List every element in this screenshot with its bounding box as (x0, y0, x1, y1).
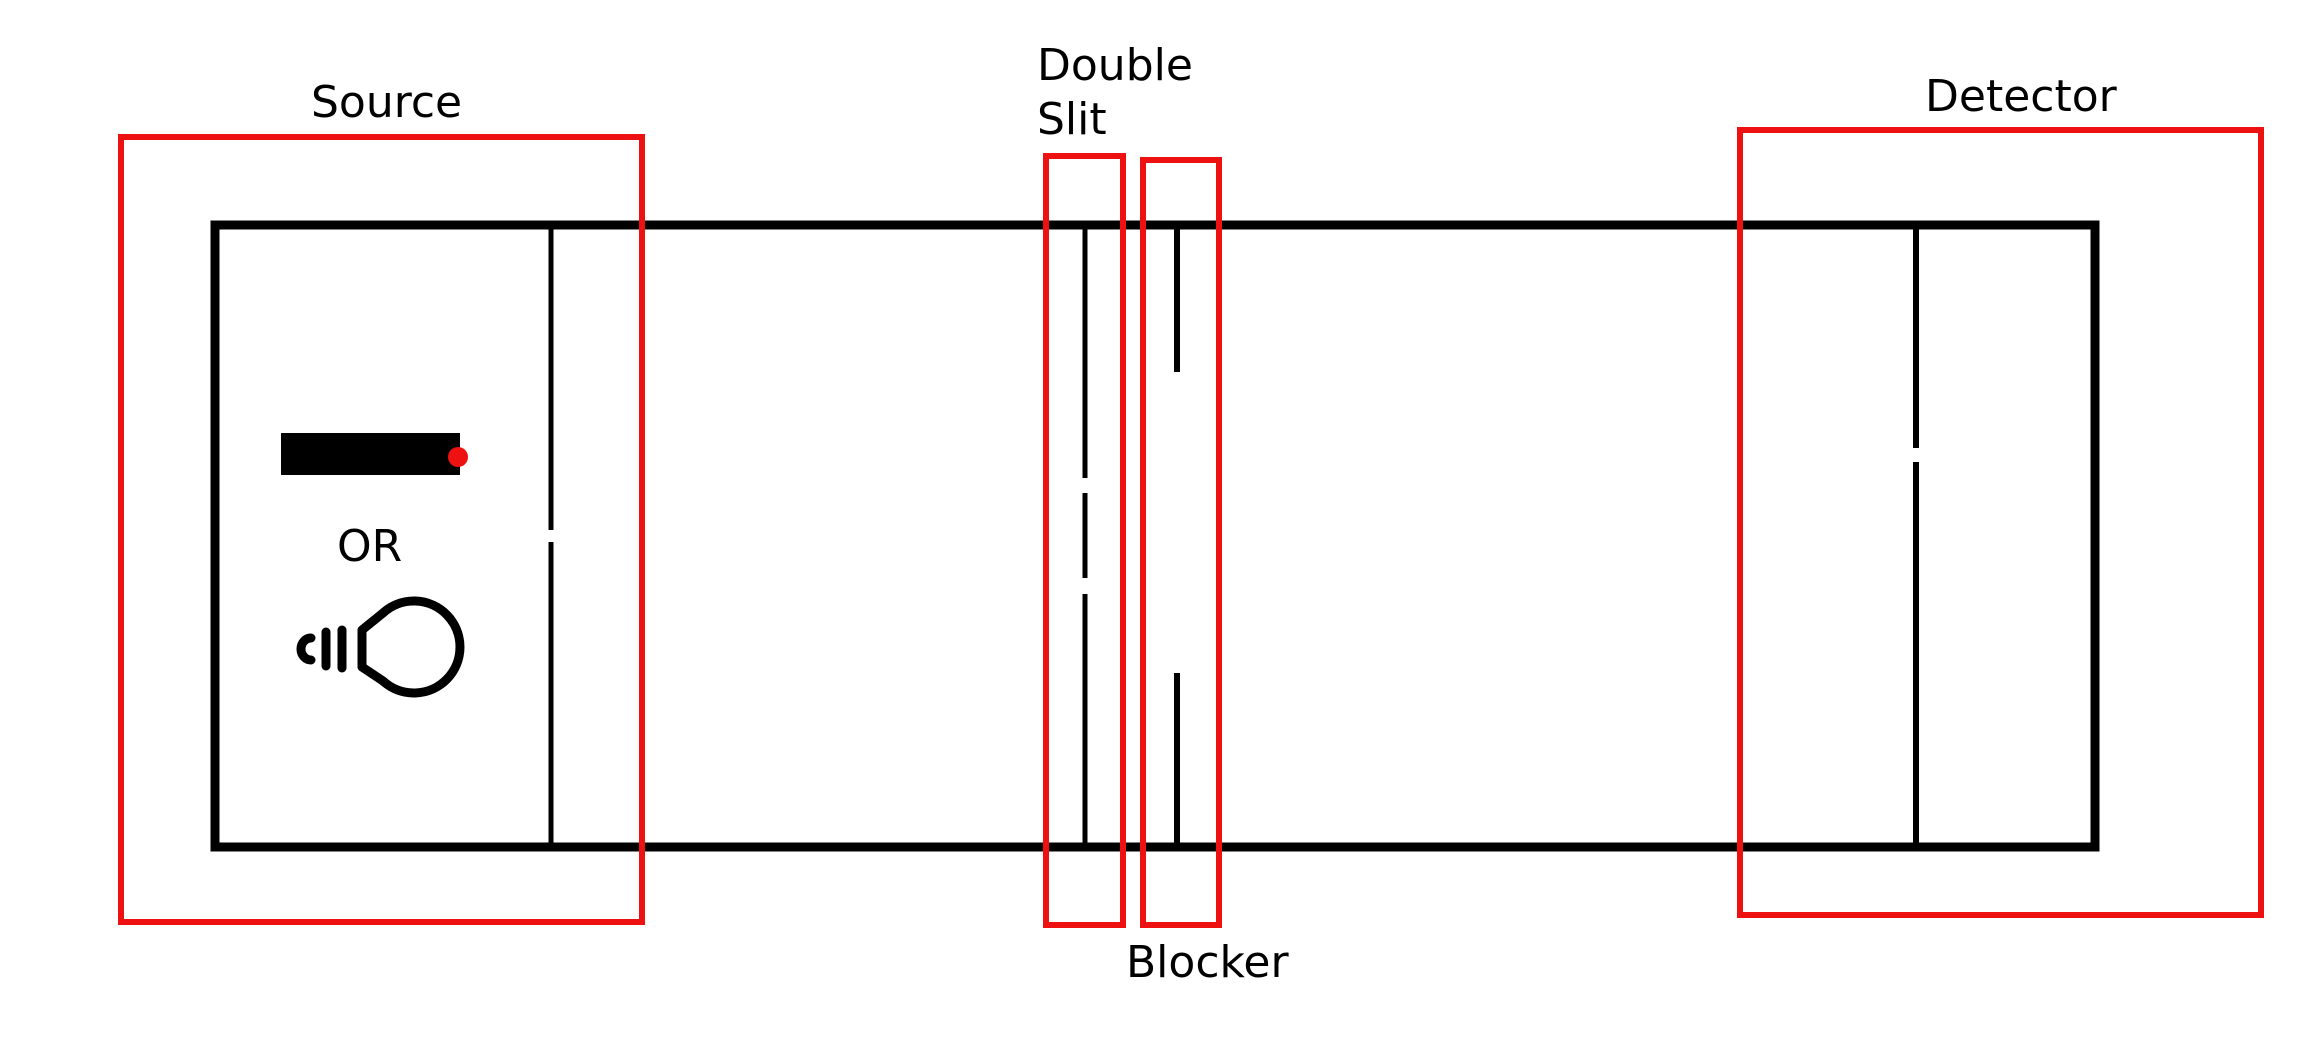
source-label: Source (311, 77, 462, 128)
detector-label: Detector (1925, 71, 2118, 122)
blocker-label: Blocker (1126, 937, 1290, 988)
source-highlight-box (118, 134, 645, 925)
or-label: OR (337, 521, 402, 572)
double-slit-highlight-box (1043, 153, 1126, 928)
laser-dot (448, 447, 468, 467)
blocker-highlight-box (1140, 157, 1222, 928)
apparatus-frame (210, 220, 2100, 852)
laser-icon (281, 433, 468, 475)
double-slit-label-line1: Double (1037, 40, 1193, 91)
double-slit-label-line2: Slit (1037, 94, 1107, 145)
detector-highlight-box (1737, 127, 2264, 918)
light-bulb-icon (296, 596, 465, 698)
